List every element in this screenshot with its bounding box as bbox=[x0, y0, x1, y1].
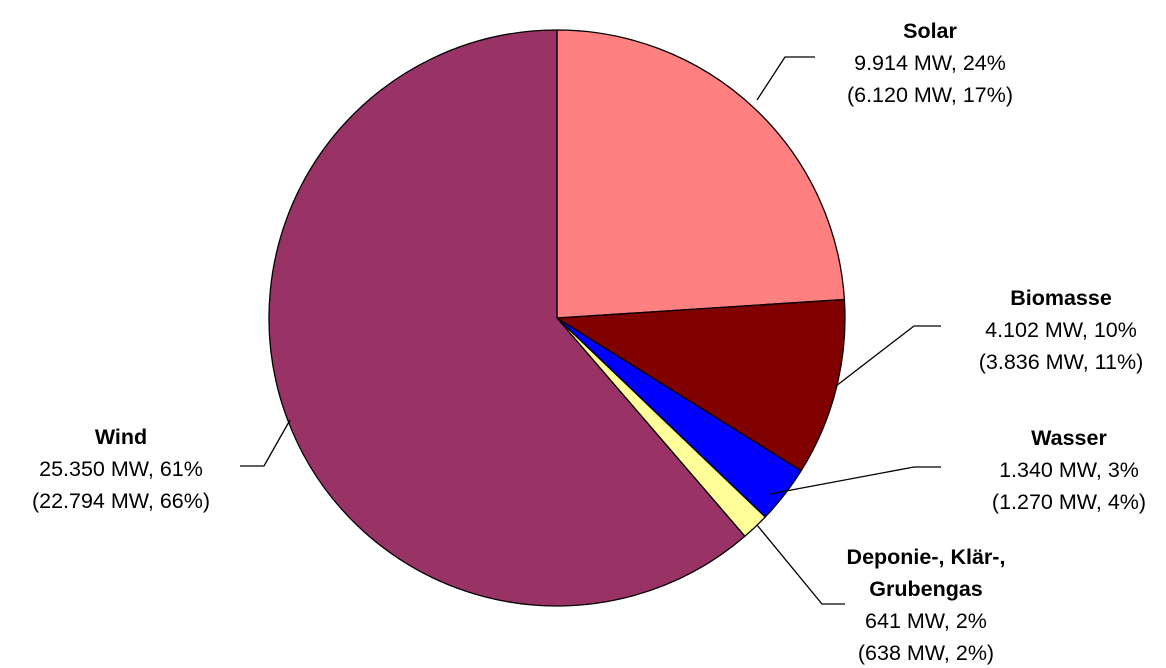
slice-label-wasser-name: Wasser bbox=[1031, 426, 1107, 450]
slice-label-biomasse-name: Biomasse bbox=[1010, 286, 1112, 310]
slice-labels: Solar 9.914 MW, 24% (6.120 MW, 17%) Biomass… bbox=[32, 19, 1146, 665]
pie-slice-biomasse bbox=[556, 298, 846, 472]
slice-label-wasser-value-label: 1.340 MW, 3% bbox=[999, 458, 1139, 482]
slice-label-gas: Deponie-, Klär-, Grubengas 641 MW, 2% (638 … bbox=[847, 545, 1006, 665]
pie-slices bbox=[268, 29, 846, 607]
leader-line-biomasse bbox=[835, 325, 941, 387]
slice-label-wind: Wind 25.350 MW, 61% (22.794 MW, 66%) bbox=[32, 425, 210, 513]
slice-label-biomasse-previous-label: (3.836 MW, 11%) bbox=[979, 350, 1144, 374]
leader-line-wasser bbox=[769, 466, 941, 495]
leader-line-solar bbox=[756, 56, 815, 101]
pie-slice-solar bbox=[556, 29, 846, 319]
slice-label-gas-name: Grubengas bbox=[869, 577, 983, 601]
slice-label-gas-previous-label: (638 MW, 2%) bbox=[858, 641, 994, 665]
slice-label-wind-value-label: 25.350 MW, 61% bbox=[39, 457, 203, 481]
slice-label-wind-previous-label: (22.794 MW, 66%) bbox=[32, 489, 210, 513]
leader-lines bbox=[240, 56, 941, 605]
slice-label-gas-name: Deponie-, Klär-, bbox=[847, 545, 1006, 569]
leader-line-gas bbox=[756, 524, 845, 605]
slice-label-biomasse-value-label: 4.102 MW, 10% bbox=[985, 318, 1137, 342]
slice-label-gas-value-label: 641 MW, 2% bbox=[865, 609, 987, 633]
slice-label-wind-name: Wind bbox=[95, 425, 147, 449]
slice-label-solar-name: Solar bbox=[903, 19, 957, 43]
pie-slice-wind bbox=[268, 29, 746, 607]
slice-label-biomasse: Biomasse 4.102 MW, 10% (3.836 MW, 11%) bbox=[979, 286, 1144, 374]
slice-label-solar: Solar 9.914 MW, 24% (6.120 MW, 17%) bbox=[847, 19, 1013, 107]
slice-label-wasser: Wasser 1.340 MW, 3% (1.270 MW, 4%) bbox=[992, 426, 1146, 514]
leader-line-wind bbox=[240, 419, 291, 467]
slice-label-wasser-previous-label: (1.270 MW, 4%) bbox=[992, 490, 1146, 514]
slice-label-solar-previous-label: (6.120 MW, 17%) bbox=[847, 83, 1013, 107]
slice-label-solar-value-label: 9.914 MW, 24% bbox=[854, 51, 1006, 75]
